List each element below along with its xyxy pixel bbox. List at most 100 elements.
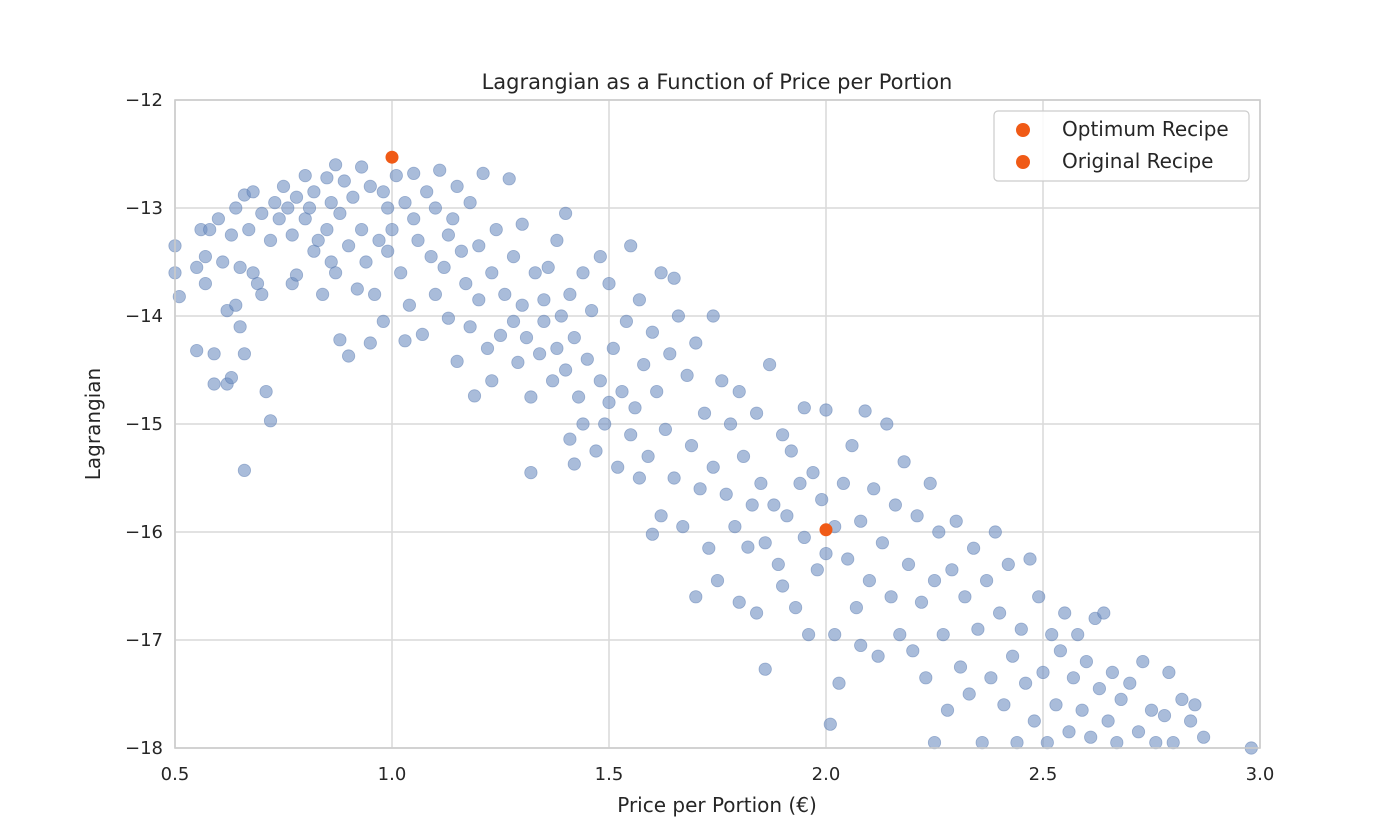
sample-point: [689, 336, 703, 350]
x-tick-label: 1.0: [378, 764, 407, 785]
sample-point: [480, 341, 495, 355]
sample-point: [567, 330, 581, 345]
sample-point: [667, 471, 681, 485]
x-axis-label: Price per Portion (€): [617, 793, 817, 817]
sample-point: [229, 298, 243, 312]
sample-point: [619, 314, 634, 328]
sample-point: [376, 185, 390, 199]
sample-point: [1053, 644, 1068, 658]
sample-point: [975, 735, 989, 750]
legend-box: [993, 110, 1250, 182]
sample-point: [550, 341, 564, 355]
sample-point: [250, 276, 265, 291]
sample-point: [645, 527, 660, 541]
sample-point: [801, 627, 816, 642]
y-axis-label: Lagrangian: [81, 368, 105, 480]
sample-point: [593, 250, 607, 264]
sample-point: [571, 390, 586, 404]
sample-point: [263, 233, 278, 247]
sample-point: [576, 417, 590, 431]
sample-point: [354, 160, 369, 174]
chart-title: Lagrangian as a Function of Price per Po…: [482, 70, 953, 94]
sample-point: [1066, 671, 1081, 685]
sample-point: [736, 449, 751, 463]
sample-point: [858, 404, 872, 418]
sample-point: [554, 309, 568, 323]
sample-point: [198, 250, 212, 264]
sample-point: [1084, 730, 1098, 744]
y-tick-label: −14: [125, 306, 163, 327]
sample-point: [1162, 665, 1176, 680]
sample-point: [563, 432, 577, 446]
plot-area: [168, 99, 1261, 755]
sample-point: [888, 498, 903, 512]
sample-point: [359, 255, 373, 269]
sample-point: [1188, 698, 1202, 712]
sample-point: [1144, 703, 1159, 717]
sample-point: [363, 179, 377, 193]
sample-point: [702, 541, 716, 555]
sample-point: [1001, 557, 1015, 572]
sample-point: [463, 320, 477, 334]
sample-cloud: [168, 158, 1258, 755]
sample-point: [945, 563, 959, 577]
sample-point: [819, 403, 833, 417]
sample-point: [346, 190, 360, 204]
sample-point: [611, 460, 625, 474]
sample-point: [350, 282, 364, 296]
sample-point: [775, 579, 790, 593]
sample-point: [997, 698, 1011, 712]
sample-point: [1110, 735, 1124, 750]
x-tick-label: 3.0: [1246, 764, 1275, 785]
sample-point: [1175, 692, 1189, 707]
sample-point: [806, 465, 820, 480]
sample-point: [428, 201, 442, 215]
sample-point: [867, 482, 881, 496]
sample-point: [988, 525, 1002, 539]
sample-point: [1027, 714, 1041, 728]
sample-point: [723, 417, 738, 431]
sample-point: [875, 536, 890, 550]
sample-point: [515, 298, 529, 312]
sample-point: [450, 354, 464, 368]
sample-point: [324, 196, 338, 210]
sample-point: [298, 169, 312, 183]
sample-point: [324, 255, 338, 269]
sample-point: [880, 417, 894, 431]
sample-point: [307, 244, 321, 258]
sample-point: [828, 627, 842, 642]
sample-point: [255, 206, 269, 220]
y-axis-ticks: −12 −13 −14 −15 −16 −17 −18: [125, 90, 163, 759]
highlight-points: [385, 150, 833, 537]
sample-point: [771, 557, 785, 572]
sample-point: [493, 328, 508, 342]
sample-point: [979, 573, 994, 588]
sample-point: [281, 201, 295, 215]
x-tick-label: 0.5: [161, 764, 190, 785]
sample-point: [255, 287, 269, 301]
sample-point: [901, 557, 916, 572]
sample-point: [485, 266, 499, 280]
sample-point: [415, 327, 429, 341]
sample-point: [823, 717, 837, 731]
sample-point: [862, 573, 877, 588]
sample-point: [207, 377, 221, 391]
sample-point: [758, 662, 772, 676]
sample-point: [788, 600, 803, 615]
sample-point: [441, 311, 455, 325]
sample-point: [893, 627, 907, 642]
sample-point: [914, 595, 929, 609]
y-tick-label: −15: [125, 414, 163, 435]
sample-point: [832, 676, 846, 690]
sample-point: [940, 703, 955, 717]
optimum-recipe-point: [385, 150, 399, 164]
sample-point: [424, 250, 438, 264]
sample-point: [854, 638, 868, 653]
sample-point: [463, 196, 477, 210]
sample-point: [467, 389, 482, 403]
sample-point: [1005, 649, 1020, 663]
sample-point: [984, 671, 998, 685]
sample-point: [207, 347, 221, 361]
sample-point: [389, 169, 403, 183]
sample-point: [845, 438, 859, 453]
